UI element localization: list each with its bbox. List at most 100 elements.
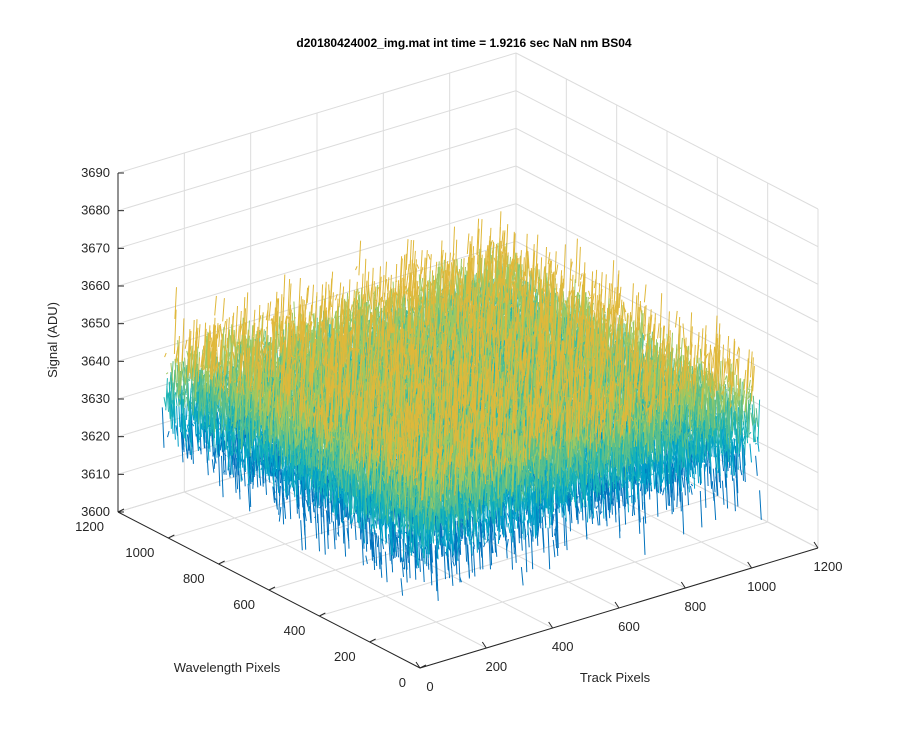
surface-segment [305,287,309,310]
surface-segment [188,330,192,373]
surface-segment [205,331,209,369]
surface-segment [184,357,187,383]
grid-line [117,90,517,212]
surface-segment [355,266,358,271]
surface-segment [367,304,370,321]
surface-segment [190,368,194,391]
surface-segment [172,393,175,418]
grid-line [515,90,819,248]
surface-segment [379,276,382,306]
surface-segment [406,263,410,280]
surface-segment [182,367,186,396]
surface-segment [185,370,189,403]
surface-segment [164,352,167,358]
surface-segment [214,295,217,316]
surface-segment [181,434,185,447]
surface-segment [378,266,381,308]
surface-segment [357,291,361,295]
surface-segment [274,291,278,327]
surface-segment [405,239,409,270]
surface-segment [218,323,221,347]
surface-segment [306,285,310,303]
grid-line [117,203,517,325]
surface-segment [311,284,314,316]
surface-segment [163,397,167,407]
surface-segment [180,393,183,436]
surface-segment [170,363,174,381]
surface-segment [175,346,179,363]
surface-segment [179,393,182,405]
surface-segment [189,345,193,374]
surface-segment [231,312,235,341]
grid-line [117,52,517,174]
surface-segment [486,245,490,267]
surface-segment [364,280,368,305]
grid-line [117,165,517,287]
surface-segment [165,378,168,411]
surface-segment [177,361,181,396]
surface-segment [466,233,470,255]
surface-segment [416,264,420,269]
surface-segment [335,293,338,301]
surface-segment [501,230,504,249]
surface-segment [358,240,362,276]
surface-segment [221,327,225,372]
surface-segment [237,341,240,346]
surface-segment [277,316,281,350]
surface-segment [181,414,184,439]
surface-segment [513,252,517,280]
surface-segment [414,268,417,297]
surface-segment [216,363,220,373]
surface-segment [174,287,177,320]
surface-segment [260,314,264,348]
surface-segment [485,245,489,270]
surface-segment [309,315,312,321]
surface-segment [222,298,225,322]
grid-line [319,495,718,617]
grid-line [369,521,768,643]
surface-segment [176,405,179,447]
grid-line [515,165,819,323]
surface-segment [165,372,169,375]
surface-segment [171,404,174,434]
surface-segment [167,430,170,438]
grid-line [515,127,819,285]
surface-segment [329,278,333,310]
surface-segment [420,250,423,279]
surface-segment [173,309,177,355]
surface-segment [161,407,165,448]
surface-segment [463,266,466,290]
surface-segment [281,297,285,332]
surface-segment [177,371,180,391]
surface-segment [435,273,438,289]
surface-segment [211,459,215,473]
surface-segment [476,218,480,255]
surface-segment [343,300,346,325]
surface-plot [161,211,762,601]
surface-segment [191,423,195,427]
surface-segment [404,253,407,295]
surface-segment [179,367,183,395]
grid-line [515,240,819,398]
surface-segment [174,358,178,388]
surface-segment [197,324,201,349]
surface-segment [420,277,424,291]
surface-segment [250,325,254,353]
surface-segment [184,339,188,349]
surface-segment [234,329,237,360]
surface-segment [174,392,178,406]
surface-segment [363,258,367,304]
surface-segment [458,268,462,284]
surface-segment [268,301,272,321]
surface-segment [221,455,224,498]
surface-segment [427,254,431,260]
surface-segment [170,372,173,414]
surface-segment [381,275,385,302]
surface-segment [167,393,171,405]
grid-line [515,203,819,361]
grid-line [515,52,819,210]
grid-line [117,127,517,249]
surface-segment [168,381,172,421]
surface-segment [183,373,187,385]
